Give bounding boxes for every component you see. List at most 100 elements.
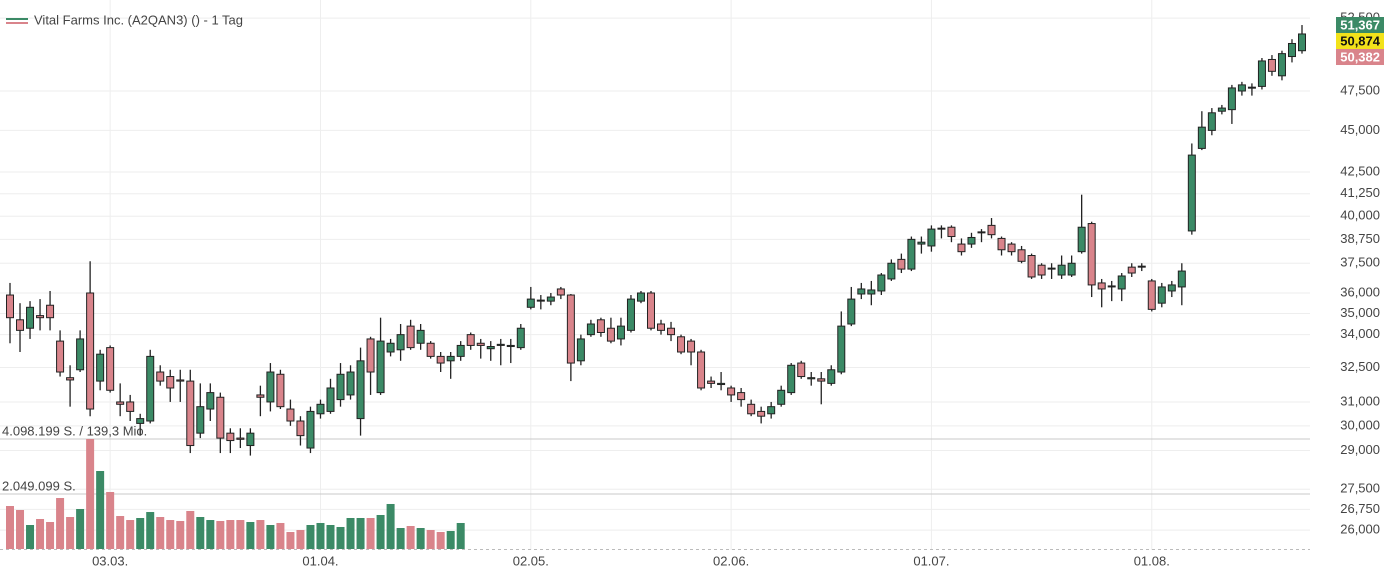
candle-body bbox=[697, 351, 706, 389]
candle-body bbox=[96, 353, 105, 382]
candle-body bbox=[606, 327, 615, 342]
volume-bar bbox=[186, 510, 195, 549]
volume-bar bbox=[446, 530, 455, 549]
y-tick-label: 34,000 bbox=[1340, 326, 1380, 341]
candle-body bbox=[987, 224, 996, 236]
candle-body bbox=[947, 226, 956, 238]
candle-body bbox=[576, 338, 585, 362]
volume-bar bbox=[56, 498, 65, 549]
candle-body bbox=[636, 292, 645, 302]
candle-body bbox=[1037, 264, 1046, 276]
volume-bar bbox=[286, 532, 295, 549]
volume-bar bbox=[336, 526, 345, 549]
candle-body bbox=[16, 319, 25, 331]
volume-bar bbox=[76, 509, 85, 549]
candle-body bbox=[526, 298, 535, 308]
candle-body bbox=[256, 394, 265, 398]
candle-body bbox=[136, 418, 145, 424]
candle-body bbox=[126, 401, 135, 412]
candle-body bbox=[346, 371, 355, 396]
candle-body bbox=[426, 342, 435, 357]
candle-body bbox=[416, 329, 425, 344]
candle-body bbox=[356, 360, 365, 420]
volume-bar bbox=[236, 520, 245, 549]
candle-body bbox=[86, 292, 95, 410]
candle-body bbox=[1227, 87, 1236, 111]
candle-body bbox=[1207, 112, 1216, 131]
volume-bar bbox=[216, 521, 225, 549]
volume-bar bbox=[86, 439, 95, 549]
volume-bar bbox=[206, 520, 215, 549]
volume-bar bbox=[296, 529, 305, 549]
y-tick-label: 40,000 bbox=[1340, 208, 1380, 223]
candle-body bbox=[767, 406, 776, 415]
volume-bar bbox=[156, 517, 165, 549]
volume-bar bbox=[426, 529, 435, 549]
candle-body bbox=[1247, 86, 1256, 89]
candle-body bbox=[106, 347, 115, 391]
grid bbox=[0, 0, 1310, 550]
volume-bar bbox=[366, 517, 375, 549]
candle-body bbox=[707, 380, 716, 384]
candle-body bbox=[1097, 282, 1106, 290]
candle-body bbox=[777, 389, 786, 405]
candle-body bbox=[626, 298, 635, 331]
candle-body bbox=[76, 338, 85, 371]
candle-body bbox=[1117, 275, 1126, 290]
candle-body bbox=[887, 262, 896, 280]
candle-body bbox=[747, 403, 756, 415]
candle-body bbox=[226, 432, 235, 442]
candle-body bbox=[787, 364, 796, 394]
candle-body bbox=[977, 231, 986, 234]
candle-body bbox=[687, 340, 696, 353]
candle-body bbox=[146, 355, 155, 422]
candle-body bbox=[1267, 58, 1276, 72]
candle-body bbox=[376, 340, 385, 394]
price-badge-label: 50,382 bbox=[1340, 49, 1380, 64]
volume-bar bbox=[136, 517, 145, 549]
candle-body bbox=[586, 323, 595, 336]
volume-bar bbox=[306, 525, 315, 549]
candle-body bbox=[1017, 249, 1026, 262]
volume-bar bbox=[6, 506, 14, 549]
candle-body bbox=[857, 288, 866, 295]
volume-bar bbox=[456, 522, 465, 549]
candle-body bbox=[1157, 286, 1166, 304]
volume-bar bbox=[256, 520, 265, 549]
candle-body bbox=[847, 298, 856, 325]
candle-body bbox=[496, 343, 505, 346]
price-badge-label: 50,874 bbox=[1340, 33, 1381, 48]
volume-bar bbox=[266, 525, 275, 549]
volume-bar bbox=[116, 516, 125, 549]
candle-body bbox=[6, 294, 14, 319]
candle-body bbox=[456, 344, 465, 357]
candle-body bbox=[466, 334, 475, 346]
volume-bar bbox=[326, 525, 335, 549]
x-tick-label: 02.06. bbox=[713, 553, 749, 568]
candle-body bbox=[396, 334, 405, 351]
candle-body bbox=[1217, 107, 1226, 112]
y-tick-label: 38,750 bbox=[1340, 231, 1380, 246]
candle-body bbox=[837, 325, 846, 373]
volume-bar bbox=[26, 525, 35, 549]
y-tick-label: 42,500 bbox=[1340, 163, 1380, 178]
candle-body bbox=[897, 258, 906, 270]
y-tick-label: 26,000 bbox=[1340, 522, 1380, 537]
volume-tick-label: 2.049.099 S. bbox=[2, 478, 76, 493]
candle-body bbox=[967, 236, 976, 245]
candle-body bbox=[616, 325, 625, 340]
price-badge bbox=[1336, 17, 1384, 34]
candle-body bbox=[116, 401, 125, 405]
candle-body bbox=[176, 379, 185, 382]
candle-body bbox=[516, 327, 525, 349]
candle-body bbox=[1287, 42, 1296, 58]
candle-body bbox=[717, 382, 726, 386]
candle-body bbox=[56, 340, 65, 373]
axis: 52,50047,50045,00042,50041,25040,00038,7… bbox=[92, 10, 1384, 568]
candle-body bbox=[446, 355, 455, 362]
candle-body bbox=[1298, 33, 1306, 52]
candle-body bbox=[596, 319, 605, 333]
candle-body bbox=[186, 380, 195, 447]
candle-body bbox=[366, 338, 375, 373]
candle-body bbox=[657, 323, 666, 331]
